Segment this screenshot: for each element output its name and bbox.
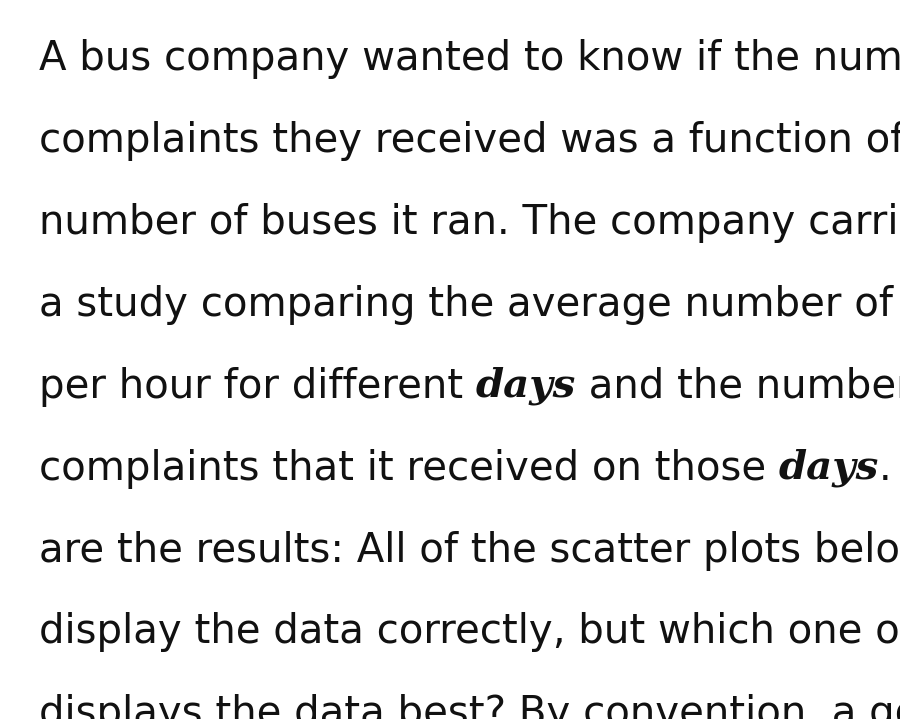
- Text: per hour for different: per hour for different: [39, 367, 476, 407]
- Text: . Here: . Here: [879, 449, 900, 489]
- Text: complaints they received was a function of the: complaints they received was a function …: [39, 121, 900, 161]
- Text: complaints that it received on those: complaints that it received on those: [39, 449, 778, 489]
- Text: A bus company wanted to know if the number of: A bus company wanted to know if the numb…: [39, 39, 900, 79]
- Text: displays the data best? By convention, a good: displays the data best? By convention, a…: [39, 695, 900, 719]
- Text: days: days: [476, 367, 576, 406]
- Text: and the number of: and the number of: [576, 367, 900, 407]
- Text: days: days: [778, 449, 879, 487]
- Text: a study comparing the average number of buses: a study comparing the average number of …: [39, 285, 900, 325]
- Text: are the results: All of the scatter plots below: are the results: All of the scatter plot…: [39, 531, 900, 571]
- Text: number of buses it ran. The company carried out: number of buses it ran. The company carr…: [39, 203, 900, 243]
- Text: display the data correctly, but which one of them: display the data correctly, but which on…: [39, 613, 900, 653]
